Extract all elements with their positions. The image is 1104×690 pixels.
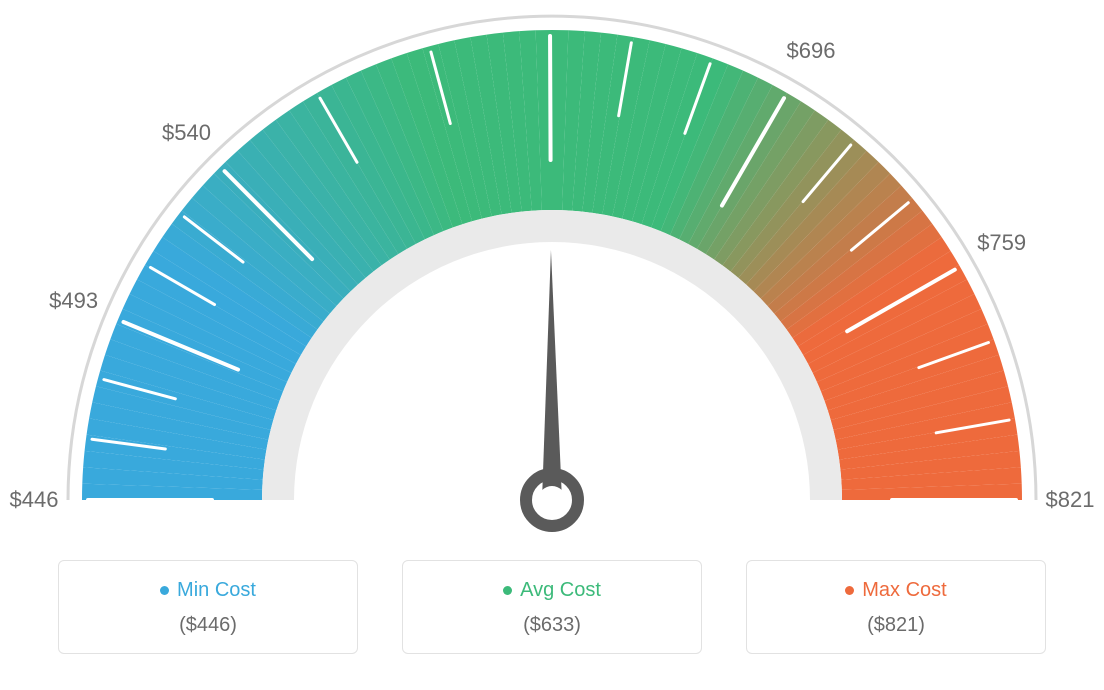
gauge-tick-label: $493	[49, 288, 98, 314]
legend-title-text: Avg Cost	[520, 579, 601, 602]
legend-title-text: Min Cost	[177, 579, 256, 602]
legend-value-min: ($446)	[69, 614, 347, 637]
legend-card-min: Min Cost ($446)	[58, 560, 358, 654]
legend-title-text: Max Cost	[862, 579, 946, 602]
gauge-tick-label: $696	[787, 38, 836, 64]
dot-icon	[503, 586, 512, 595]
gauge-svg	[0, 0, 1104, 560]
legend-card-max: Max Cost ($821)	[746, 560, 1046, 654]
gauge-tick-label: $821	[1046, 487, 1095, 513]
legend-title-avg: Avg Cost	[503, 579, 601, 602]
gauge-needle	[542, 250, 562, 500]
cost-gauge-chart: $446$493$540$633$696$759$821	[0, 0, 1104, 560]
gauge-tick-label: $446	[10, 487, 59, 513]
legend-card-avg: Avg Cost ($633)	[402, 560, 702, 654]
legend-title-max: Max Cost	[845, 579, 946, 602]
dot-icon	[160, 586, 169, 595]
dot-icon	[845, 586, 854, 595]
gauge-tick-label: $540	[162, 120, 211, 146]
legend-value-avg: ($633)	[413, 614, 691, 637]
legend-row: Min Cost ($446) Avg Cost ($633) Max Cost…	[0, 560, 1104, 684]
legend-value-max: ($821)	[757, 614, 1035, 637]
gauge-needle-hub-hole	[538, 486, 566, 514]
legend-title-min: Min Cost	[160, 579, 256, 602]
gauge-tick-label: $759	[977, 230, 1026, 256]
